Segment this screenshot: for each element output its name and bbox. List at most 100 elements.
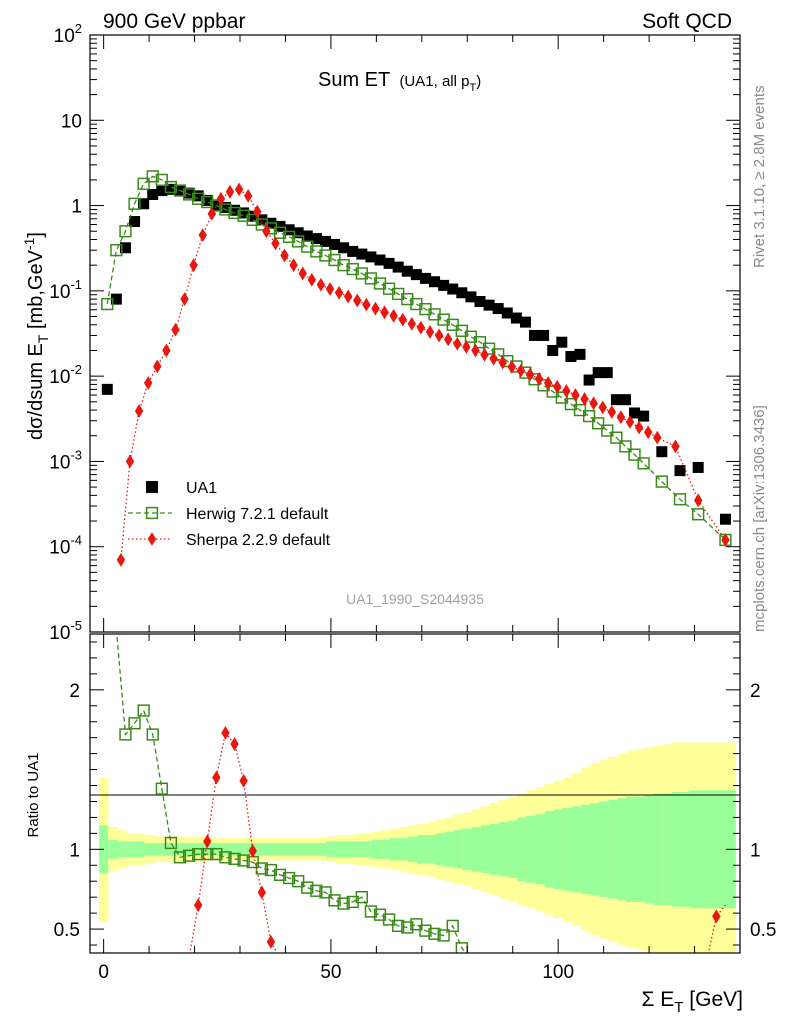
ratio-point bbox=[437, 929, 450, 942]
ratio-tick-label-right: 0.5 bbox=[750, 920, 776, 941]
data-point bbox=[156, 185, 168, 197]
y-tick-label: 10-1 bbox=[49, 277, 82, 303]
ratio-stat-band bbox=[408, 836, 418, 863]
ratio-frame bbox=[89, 633, 741, 954]
ratio-stat-band bbox=[326, 841, 336, 858]
ratio-stat-band bbox=[126, 841, 136, 858]
process-label: Soft QCD bbox=[642, 10, 732, 33]
ratio-stat-band bbox=[244, 842, 255, 856]
ratio-stat-band bbox=[135, 841, 145, 858]
data-point bbox=[592, 417, 605, 430]
data-point bbox=[298, 266, 307, 281]
ratio-point bbox=[212, 770, 221, 785]
ratio-stat-band bbox=[444, 831, 455, 867]
data-point bbox=[434, 328, 444, 343]
ratio-stat-band bbox=[253, 842, 264, 856]
data-point bbox=[483, 299, 495, 311]
legend-label: Herwig 7.2.1 default bbox=[186, 506, 329, 523]
data-point bbox=[571, 388, 580, 402]
ratio-stat-band bbox=[571, 806, 582, 893]
ratio-stat-band bbox=[262, 842, 273, 856]
ratio-stat-band bbox=[353, 841, 364, 858]
series-0 bbox=[101, 183, 731, 525]
ratio-stat-band bbox=[644, 795, 655, 904]
chart-title: Sum ET (UA1, all pT) bbox=[318, 69, 481, 94]
data-point bbox=[246, 213, 259, 227]
data-point bbox=[282, 230, 296, 243]
data-point bbox=[183, 187, 195, 199]
series-line bbox=[120, 188, 726, 560]
rivet-label: Rivet 3.1.10, ≥ 2.8M events bbox=[751, 86, 768, 269]
ratio-stat-band bbox=[226, 842, 236, 856]
ratio-point bbox=[228, 852, 241, 866]
ratio-stat-band bbox=[590, 803, 600, 896]
data-point bbox=[134, 404, 144, 418]
data-point bbox=[234, 182, 244, 197]
ratio-series-0 bbox=[116, 634, 468, 953]
data-point bbox=[229, 204, 241, 216]
data-point bbox=[553, 379, 562, 394]
data-point bbox=[374, 254, 386, 266]
data-point bbox=[619, 394, 631, 406]
data-point bbox=[616, 410, 626, 425]
data-point bbox=[447, 283, 459, 295]
ratio-series-line bbox=[116, 634, 468, 953]
ratio-stat-band bbox=[717, 790, 727, 909]
legend-marker bbox=[147, 532, 157, 546]
ratio-stat-band bbox=[499, 822, 509, 877]
ratio-stat-band bbox=[117, 841, 127, 858]
ratio-stat-band bbox=[426, 834, 436, 864]
data-point bbox=[629, 407, 641, 419]
data-point bbox=[243, 188, 253, 203]
ratio-stat-band bbox=[608, 799, 618, 899]
data-point bbox=[271, 236, 280, 251]
data-point bbox=[146, 170, 159, 183]
data-point bbox=[401, 265, 413, 277]
ratio-stat-band bbox=[462, 828, 473, 871]
ratio-stat-band bbox=[171, 842, 182, 856]
data-point bbox=[671, 439, 680, 454]
data-point bbox=[238, 207, 250, 219]
data-point bbox=[555, 391, 568, 404]
data-point bbox=[380, 305, 389, 320]
data-point bbox=[219, 203, 232, 216]
ratio-stat-band bbox=[162, 842, 173, 856]
data-point bbox=[507, 360, 517, 374]
data-point bbox=[473, 336, 487, 349]
data-point bbox=[416, 320, 426, 335]
data-point bbox=[574, 348, 586, 360]
data-point bbox=[189, 258, 198, 273]
series-2 bbox=[116, 182, 730, 567]
ratio-stat-band bbox=[490, 823, 500, 875]
y-tick-label: 1 bbox=[71, 197, 82, 218]
ratio-stat-band bbox=[290, 842, 300, 856]
data-point bbox=[589, 396, 598, 411]
data-point bbox=[655, 475, 668, 488]
data-point bbox=[610, 431, 623, 444]
data-point bbox=[492, 303, 504, 315]
ratio-stat-band bbox=[671, 791, 682, 907]
data-point bbox=[462, 340, 471, 354]
ratio-tick-label-right: 1 bbox=[750, 840, 761, 861]
ratio-point bbox=[301, 881, 314, 894]
data-point bbox=[516, 363, 526, 378]
chart-title-detail-sub: T bbox=[469, 82, 476, 94]
data-point bbox=[480, 347, 489, 362]
data-point bbox=[443, 332, 453, 347]
analysis-watermark: UA1_1990_S2044935 bbox=[346, 591, 484, 607]
data-point bbox=[219, 201, 231, 213]
data-point bbox=[101, 383, 113, 395]
data-point bbox=[301, 230, 313, 242]
ratio-point bbox=[419, 924, 432, 937]
data-point bbox=[280, 248, 289, 263]
data-point bbox=[273, 226, 287, 239]
ratio-point bbox=[401, 921, 414, 934]
ratio-point bbox=[428, 927, 441, 941]
data-point bbox=[216, 191, 226, 206]
y-axis-label: dσ/dsum ET [mb,GeV-1] bbox=[21, 232, 51, 440]
ratio-point bbox=[282, 871, 296, 885]
ratio-stat-band bbox=[635, 796, 645, 902]
ratio-point bbox=[182, 849, 196, 862]
data-point bbox=[565, 350, 577, 362]
data-point bbox=[253, 204, 262, 219]
